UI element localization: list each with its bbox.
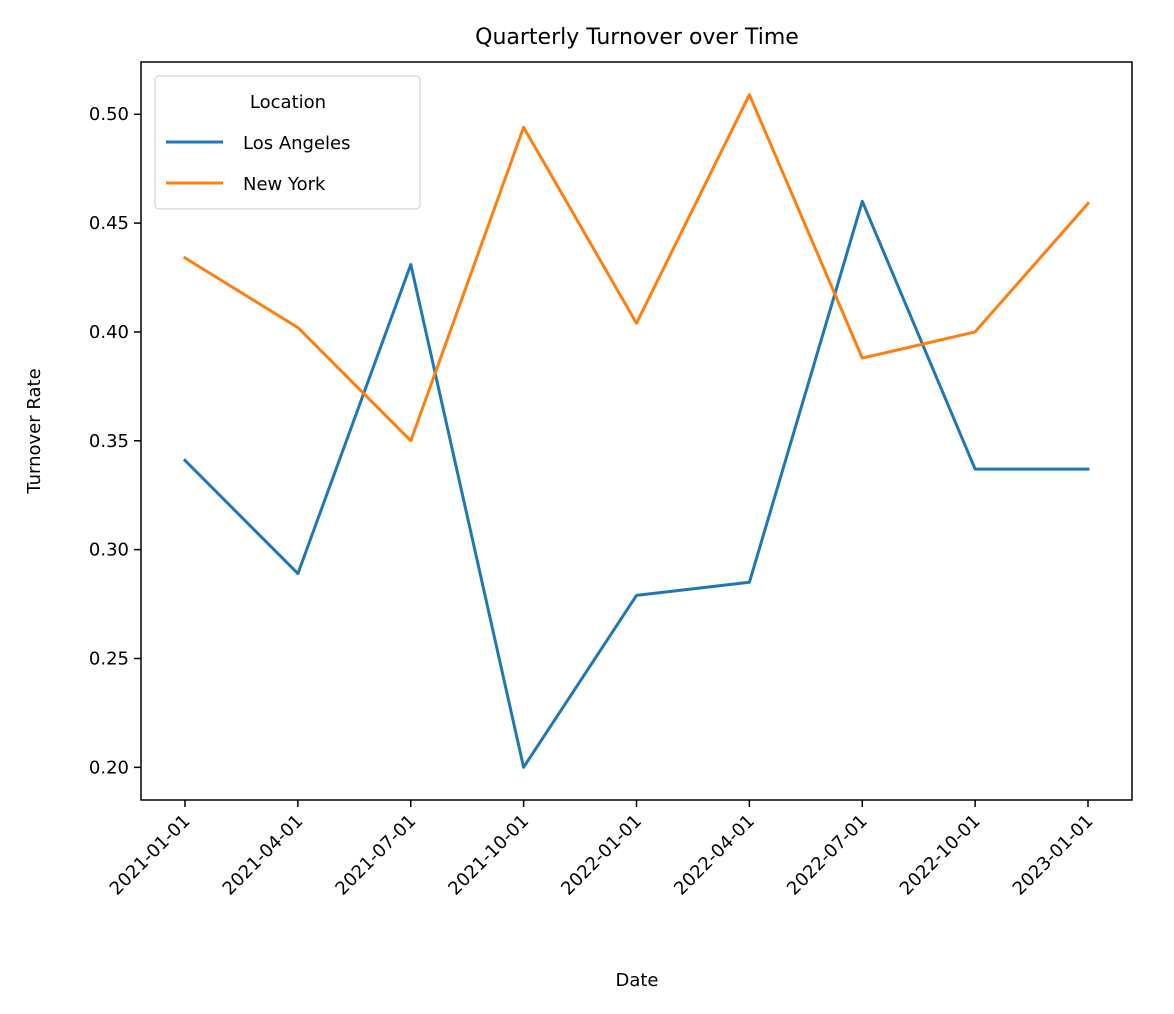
- y-tick-label: 0.50: [89, 104, 129, 125]
- series-layer: [182, 93, 1091, 769]
- legend: Location Los Angeles New York: [154, 75, 421, 210]
- y-tick-label: 0.45: [89, 213, 129, 234]
- y-axis-label: Turnover Rate: [24, 368, 45, 494]
- series-line-los-angeles: [182, 199, 1090, 769]
- y-tick-label: 0.30: [89, 540, 129, 561]
- y-tick-label: 0.40: [89, 322, 129, 343]
- y-tick-label: 0.20: [89, 757, 129, 778]
- x-axis-label: Date: [615, 970, 658, 991]
- legend-box: [154, 75, 421, 210]
- legend-label-new-york: New York: [243, 174, 326, 195]
- y-tick-label: 0.25: [89, 648, 129, 669]
- legend-title: Location: [250, 92, 326, 113]
- y-tick-label: 0.35: [89, 431, 129, 452]
- series-line-new-york: [182, 93, 1091, 443]
- legend-label-los-angeles: Los Angeles: [243, 133, 351, 154]
- chart-title: Quarterly Turnover over Time: [475, 25, 799, 50]
- y-axis: 0.20 0.25 0.30 0.35 0.40 0.45 0.50: [89, 104, 141, 778]
